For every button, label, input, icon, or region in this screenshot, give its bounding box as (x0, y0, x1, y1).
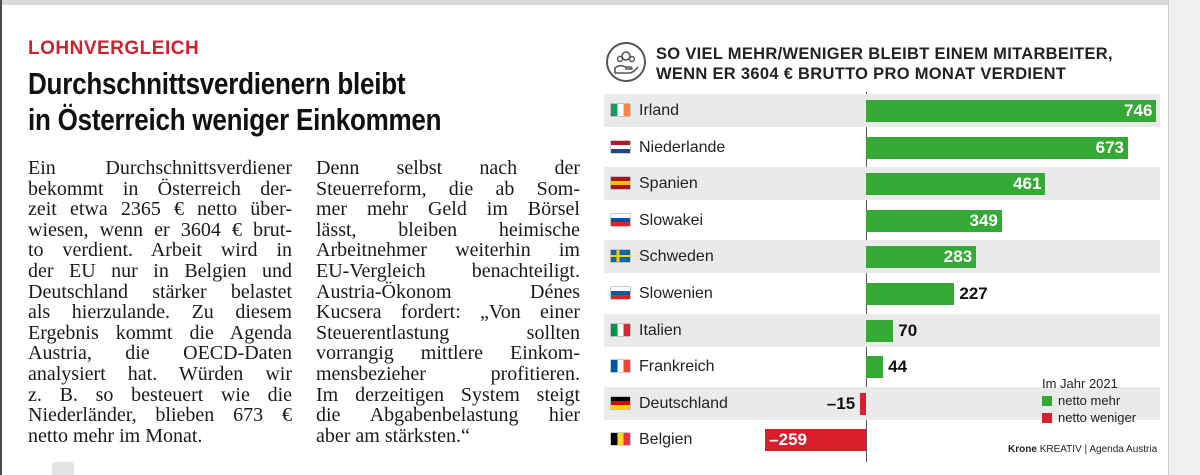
bar-spanien (866, 173, 1046, 196)
article-line: vorrangig mittlere Einkom- (316, 342, 580, 365)
bar-frankreich (866, 356, 884, 379)
page-corner-tab (52, 462, 74, 475)
legend-label-positive: netto mehr (1058, 393, 1121, 408)
article-line: EU-Vergleich benachteiligt. (316, 259, 580, 282)
article-line: zeit etwa 2365 € netto über- (28, 198, 292, 221)
legend-swatch-positive (1042, 395, 1052, 406)
country-label: Slowakei (639, 211, 704, 229)
article-column-2: Denn selbst nach der Steuerreform, die ab… (316, 158, 580, 446)
legend-swatch-negative (1042, 412, 1052, 423)
country-label: Irland (639, 102, 680, 119)
headline-line-1: Durchschnittsverdienern bleibt (28, 66, 406, 101)
zero-axis-line (866, 92, 867, 462)
flag-icon-frankreich (611, 360, 630, 373)
article-headline: Durchschnittsverdienern bleibt in Österr… (28, 66, 498, 138)
chart-title: SO VIEL MEHR/WENIGER BLEIBT EINEM MITARB… (656, 44, 1113, 84)
article-line: to verdient. Arbeit wird in (28, 239, 292, 262)
flag-icon-schweden (611, 250, 630, 263)
flag-icon-belgien (611, 433, 630, 446)
article-line: Austria-Ökonom Dénes (316, 280, 580, 303)
article-line: die Abgabenbelastung hier (316, 404, 580, 427)
article-line: z. B. so besteuert wie die (28, 383, 292, 406)
article-line: Steuerreform, die ab Som- (316, 177, 580, 200)
chart-source: Krone KREATIV | Agenda Austria (1008, 444, 1157, 455)
country-label: Belgien (639, 431, 693, 449)
article-column-1: Ein Durchschnittsverdiener bekommt in Öst… (28, 158, 292, 446)
country-label: Italien (639, 321, 682, 339)
money-hand-icon (606, 42, 646, 82)
article-kicker: LOHNVERGLEICH (28, 38, 200, 59)
article-line: mensbezieher profitieren. (316, 362, 580, 385)
article-line: Ergebnis kommt die Agenda (28, 321, 292, 344)
bar-deutschland (860, 392, 866, 415)
article-line: wiesen, wenn er 3604 € brut- (28, 218, 292, 241)
flag-icon-irland (611, 104, 630, 116)
article-line: lässt, bleiben heimische (316, 218, 580, 241)
chart-title-line-2: WENN ER 3604 € BRUTTO PRO MONAT VERDIENT (656, 65, 1067, 83)
bar-chart: Irland 746 Niederlande 673 Spanien 461 Slowake… (604, 92, 1160, 462)
article-line: analysiert hat. Würden wir (28, 362, 292, 385)
bar-slowakei (866, 209, 1002, 232)
legend-label-negative: netto weniger (1058, 410, 1137, 425)
scroll-gutter[interactable] (1168, 0, 1200, 475)
legend-item-negative: netto weniger (1042, 410, 1136, 425)
flag-icon-niederlande (611, 140, 630, 153)
article-line: mer mehr Geld im Börsel (316, 198, 580, 221)
country-label: Schweden (639, 248, 714, 266)
bar-schweden (866, 246, 977, 269)
article-line: Denn selbst nach der (316, 157, 580, 179)
flag-icon-deutschland (611, 396, 630, 409)
article-line: Austria, die OECD-Daten (28, 342, 292, 365)
country-label: Frankreich (639, 358, 715, 376)
bar-slowenien (866, 283, 955, 305)
country-label: Slowenien (639, 285, 713, 302)
value-label: 44 (888, 357, 908, 377)
article-line: Kucsera fordert: „Von einer (316, 301, 580, 324)
country-label: Deutschland (639, 394, 728, 412)
article-line: Im derzeitigen System steigt (316, 383, 580, 406)
chart-legend: Im Jahr 2021 netto mehr netto weniger (1042, 376, 1136, 425)
bar-italien (866, 319, 894, 342)
flag-icon-spanien (611, 177, 630, 190)
source-brand: Krone (1008, 444, 1037, 455)
value-label: 227 (959, 284, 988, 303)
row-background (604, 386, 1160, 420)
value-label: –15 (826, 393, 856, 413)
value-label: 70 (898, 320, 918, 340)
legend-item-positive: netto mehr (1042, 393, 1136, 408)
country-label: Niederlande (639, 138, 726, 156)
article-line: als hierzulande. Zu diesem (28, 301, 292, 324)
country-label: Spanien (639, 175, 698, 193)
article-line: Deutschland stärker belastet (28, 280, 292, 303)
bar-irland (866, 100, 1157, 122)
article-line: bekommt in Österreich der- (28, 177, 292, 200)
article-line: Niederländer, blieben 673 € (28, 404, 292, 427)
value-label: 673 (1095, 137, 1125, 157)
headline-line-2: in Österreich weniger Einkommen (28, 102, 442, 137)
article-line: aber am stärksten.“ (316, 424, 470, 447)
source-text: | Agenda Austria (1084, 444, 1158, 455)
flag-icon-slowakei (611, 213, 630, 226)
value-label: 283 (943, 247, 973, 267)
frame-top (0, 0, 1200, 5)
value-label: 461 (1013, 174, 1042, 194)
article-line: Steuerentlastung sollten (316, 321, 580, 344)
flag-icon-italien (611, 323, 630, 336)
bar-belgien (765, 429, 866, 452)
value-label: 349 (969, 210, 998, 230)
legend-title: Im Jahr 2021 (1042, 376, 1118, 391)
article-line: netto mehr im Monat. (28, 424, 203, 447)
value-label: –259 (769, 430, 807, 450)
article-line: der EU nur in Belgien und (28, 259, 292, 282)
article-line: Ein Durchschnittsverdiener (28, 157, 292, 179)
flag-icon-slowenien (611, 287, 630, 299)
chart-title-line-1: SO VIEL MEHR/WENIGER BLEIBT EINEM MITARB… (656, 45, 1113, 63)
value-label: 746 (1124, 101, 1153, 120)
article-line: Arbeitnehmer weiterhin im (316, 239, 580, 262)
source-brand-suffix: KREATIV (1039, 444, 1082, 455)
bar-niederlande (866, 136, 1129, 159)
frame-left (0, 0, 2, 475)
